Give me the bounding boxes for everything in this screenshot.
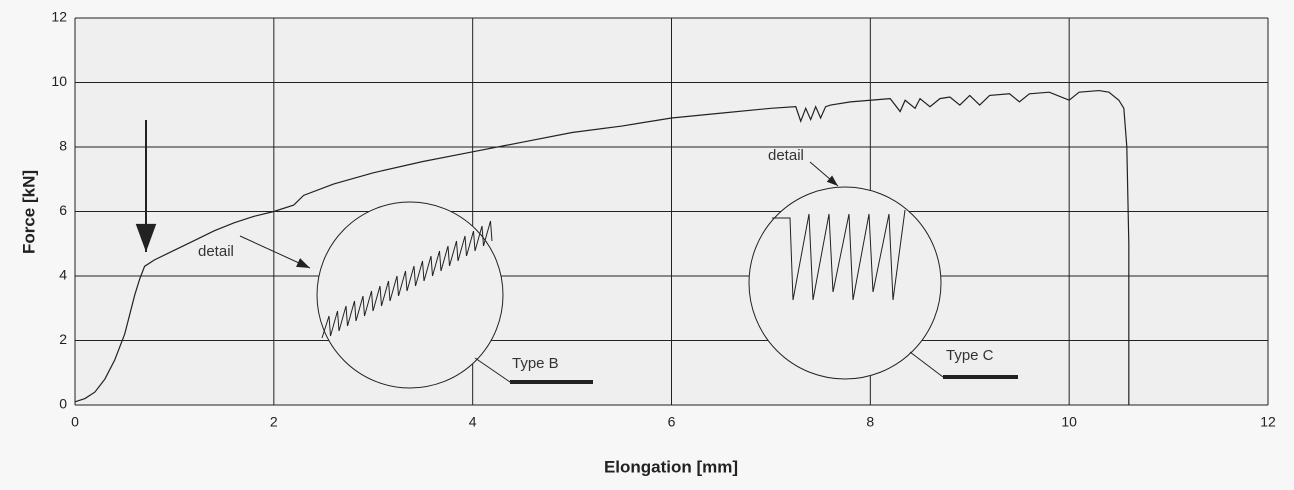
y-tick-label: 4	[59, 267, 67, 283]
y-tick-label: 10	[51, 73, 67, 89]
y-axis-title: Force [kN]	[19, 170, 38, 254]
force-curve	[74, 89, 1130, 405]
grid	[74, 17, 1269, 406]
arrow-head	[296, 258, 310, 268]
inset-serration	[772, 209, 906, 301]
x-tick-label: 12	[1260, 414, 1276, 430]
x-tick-label: 6	[668, 414, 676, 430]
connector	[474, 357, 511, 383]
x-tick-label: 8	[866, 414, 874, 430]
x-axis-title: Elongation [mm]	[604, 457, 738, 476]
insets	[316, 186, 942, 389]
annotation: Type C	[946, 347, 994, 364]
annotation: detail	[768, 147, 804, 164]
inset-circle	[316, 201, 504, 389]
y-tick-label: 6	[59, 202, 67, 218]
annotation: Type B	[512, 355, 559, 372]
y-tick-label: 0	[59, 396, 67, 412]
x-tick-label: 2	[270, 414, 278, 430]
connector	[909, 351, 944, 378]
x-tick-label: 10	[1061, 414, 1077, 430]
inset-circle	[748, 186, 942, 380]
y-tick-label: 12	[51, 9, 67, 25]
inset-serration	[321, 220, 493, 339]
x-tick-label: 4	[469, 414, 477, 430]
y-tick-label: 8	[59, 138, 67, 154]
arrow-head	[135, 223, 157, 252]
arrow-head	[826, 175, 838, 186]
y-tick-label: 2	[59, 331, 67, 347]
x-tick-label: 0	[71, 414, 79, 430]
annotation: detail	[198, 243, 234, 260]
